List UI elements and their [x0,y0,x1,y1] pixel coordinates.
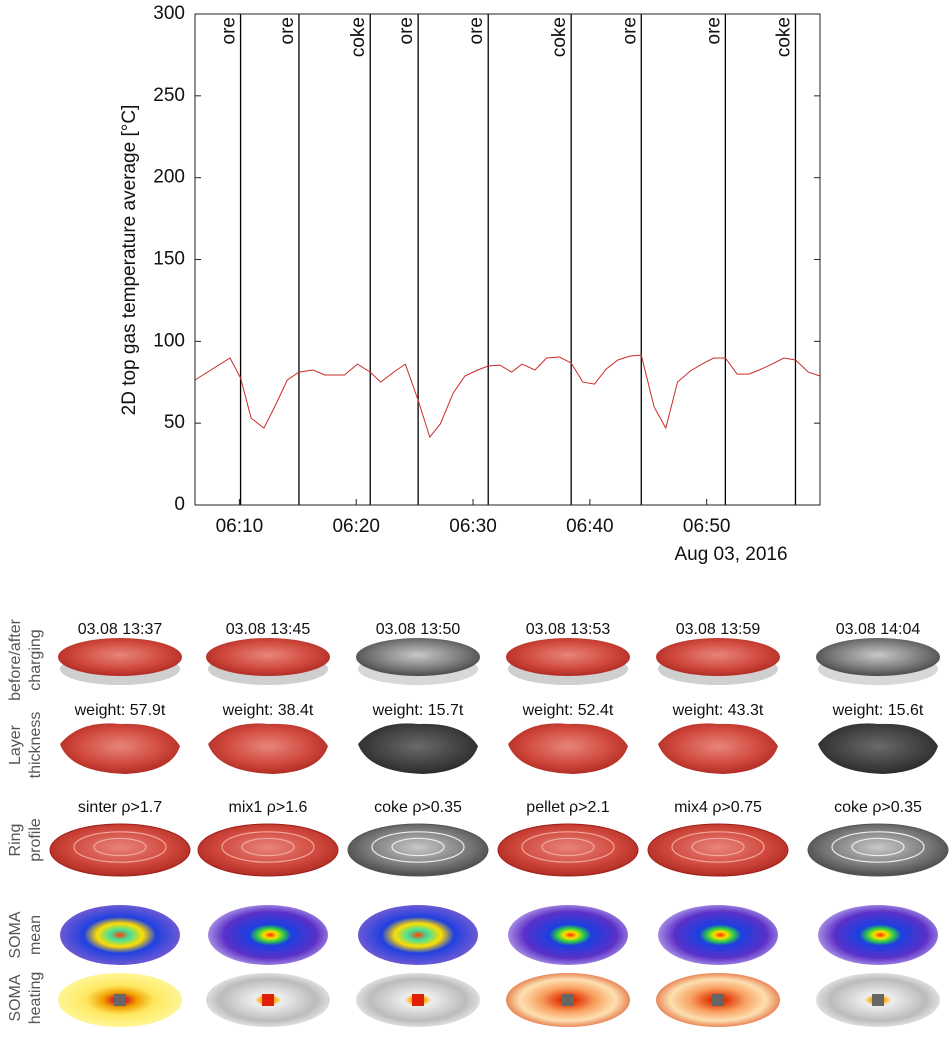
y-tick-label: 50 [164,412,185,433]
ring [851,837,905,857]
ring [73,831,167,863]
ring [391,837,445,857]
layer-after [816,638,940,676]
y-tick-label: 0 [174,494,185,515]
ring [241,837,295,857]
layer-after [356,638,480,676]
heating-core [712,994,724,1006]
ring [221,831,315,863]
panel-title: mix4 ρ>0.75 [674,799,762,816]
layer-after [206,638,330,676]
row-label: mean [27,915,44,955]
x-tick-label: 06:50 [683,516,731,537]
x-tick-label: 06:20 [332,516,380,537]
soma-mean [508,905,628,965]
soma-mean [358,905,478,965]
layer-thickness [208,723,328,774]
panel-title: coke ρ>0.35 [834,799,922,816]
panel-title: coke ρ>0.35 [374,799,462,816]
heating-core [872,994,884,1006]
panel-title: weight: 38.4t [222,702,314,719]
panel-title: weight: 52.4t [522,702,614,719]
panel-title: weight: 15.7t [372,702,464,719]
ring [691,837,745,857]
heating-core [562,994,574,1006]
panel-column [347,638,489,1027]
row-label: thickness [27,712,44,779]
panel-title: 03.08 13:59 [676,621,761,638]
heating-core [412,994,424,1006]
panel-title: mix1 ρ>1.6 [229,799,308,816]
layer-thickness [508,723,628,774]
soma-mean [60,905,180,965]
row-label: charging [27,629,44,690]
panel-column [197,638,339,1027]
event-label: coke [773,17,794,57]
row-label: heating [27,972,44,1025]
panel-title: weight: 15.6t [832,702,924,719]
heating-core [262,994,274,1006]
event-label: ore [466,17,487,44]
layer-thickness [60,723,180,774]
temperature-line [194,354,821,439]
ring [831,831,925,863]
layer-thickness [358,723,478,774]
row-label: Ring [7,824,24,857]
event-label: ore [277,17,298,44]
plot-frame [194,13,821,506]
panel-title: weight: 43.3t [672,702,764,719]
heating-core [114,994,126,1006]
panel-title: 03.08 14:04 [836,621,921,638]
row-label: before/after [7,618,24,701]
soma-mean [658,905,778,965]
x-tick-label: 06:10 [216,516,264,537]
soma-mean [208,905,328,965]
row-label: profile [27,818,44,862]
ring [371,831,465,863]
y-tick-label: 250 [153,85,185,106]
row-label: SOMA [7,911,24,958]
panel-title: 03.08 13:53 [526,621,611,638]
ring [541,837,595,857]
panel-title: 03.08 13:37 [78,621,163,638]
ring [521,831,615,863]
ring [93,837,147,857]
x-tick-label: 06:30 [449,516,497,537]
panel-title: 03.08 13:50 [376,621,461,638]
event-label: ore [396,17,417,44]
panel-title: 03.08 13:45 [226,621,311,638]
soma-mean [818,905,938,965]
event-label: ore [219,17,240,44]
panel-title: sinter ρ>1.7 [78,799,162,816]
event-label: ore [703,17,724,44]
y-tick-label: 300 [153,3,185,24]
y-axis-label: 2D top gas temperature average [°C] [119,105,140,416]
layer-after [656,638,780,676]
x-tick-label: 06:40 [566,516,614,537]
panel-column [647,638,789,1027]
panel-column [807,638,949,1027]
panel-column [49,638,191,1027]
row-label: Layer [7,724,24,765]
layer-after [506,638,630,676]
y-tick-label: 100 [153,330,185,351]
event-label: ore [619,17,640,44]
date-label: Aug 03, 2016 [674,544,787,565]
layer-thickness [818,723,938,774]
ring [671,831,765,863]
panel-title: weight: 57.9t [74,702,166,719]
row-label: SOMA [7,974,24,1021]
y-tick-label: 150 [153,249,185,270]
event-label: coke [549,17,570,57]
event-label: coke [348,17,369,57]
y-tick-label: 200 [153,167,185,188]
layer-after [58,638,182,676]
panel-column [497,638,639,1027]
panel-title: pellet ρ>2.1 [526,799,609,816]
layer-thickness [658,723,778,774]
